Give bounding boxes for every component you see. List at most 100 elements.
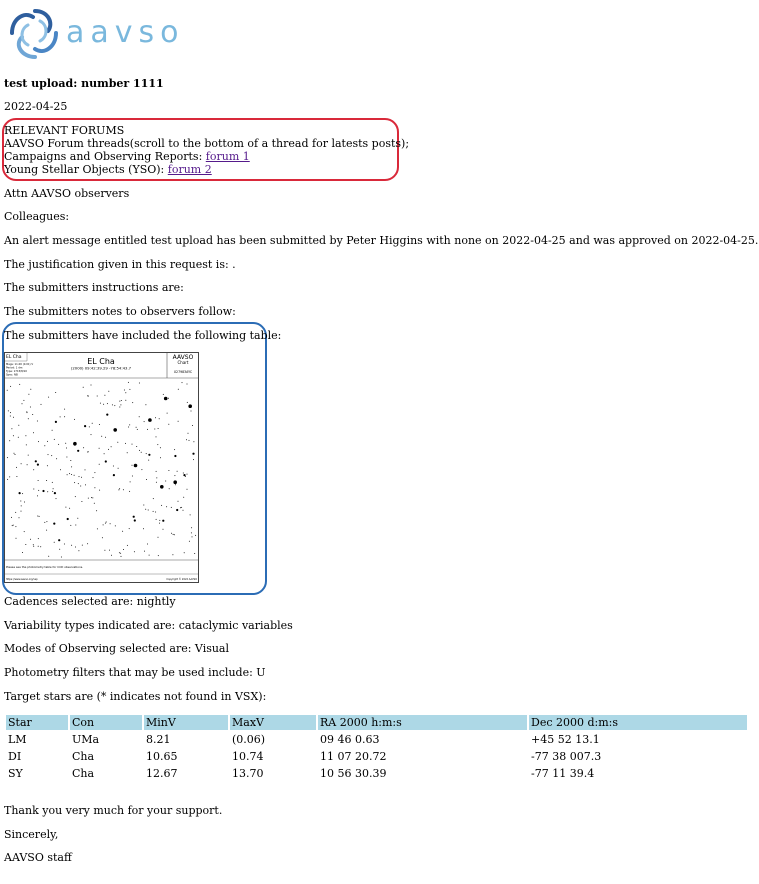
chart-star — [30, 539, 31, 540]
chart-star — [81, 501, 82, 502]
chart-star — [38, 546, 39, 547]
chart-star — [123, 549, 124, 550]
chart-star — [44, 522, 45, 523]
chart-star — [111, 555, 112, 556]
chart-star — [75, 525, 76, 526]
chart-star — [22, 493, 23, 494]
chart-star — [168, 424, 169, 425]
cell-maxv: 10.74 — [230, 749, 316, 764]
chart-star — [107, 403, 108, 404]
chart-star — [129, 491, 130, 492]
chart-star — [156, 436, 157, 437]
chart-star — [144, 421, 145, 422]
chart-star — [33, 432, 34, 433]
chart-star — [100, 403, 101, 404]
chart-star — [91, 497, 92, 498]
chart-star — [167, 413, 168, 414]
chart-star — [21, 511, 22, 512]
chart-star — [191, 527, 192, 528]
chart-coords: (2000) 09:42:39.29 -78:54:43.7 — [71, 366, 132, 371]
chart-star — [41, 404, 42, 405]
chart-star — [184, 552, 185, 553]
chart-star — [15, 526, 16, 527]
chart-star — [47, 491, 48, 492]
variability-types: Variability types indicated are: catacly… — [4, 619, 293, 632]
chart-star — [145, 509, 146, 510]
chart-star — [105, 460, 107, 462]
chart-star — [67, 474, 68, 475]
chart-star — [168, 470, 169, 471]
chart-star — [65, 443, 66, 444]
chart-star — [64, 544, 65, 545]
chart-star — [132, 444, 133, 445]
cell-ra: 11 07 20.72 — [318, 749, 527, 764]
chart-star — [127, 452, 128, 453]
chart-star — [19, 492, 21, 494]
chart-star — [125, 443, 126, 444]
chart-star — [172, 554, 173, 555]
chart-star — [121, 400, 122, 401]
chart-star — [10, 386, 11, 387]
chart-star — [61, 557, 62, 558]
chart-info-1: Mags: 11.00 (0.01) V — [6, 362, 33, 366]
chart-star — [53, 488, 54, 489]
chart-id: X27983AYC — [174, 370, 193, 374]
chart-star — [192, 453, 194, 455]
forum-campaigns-label: Campaigns and Observing Reports: — [4, 150, 206, 163]
chart-star — [153, 511, 154, 512]
chart-star — [178, 389, 179, 390]
header-ra: RA 2000 h:m:s — [318, 715, 527, 730]
chart-star — [137, 429, 138, 430]
chart-star — [148, 454, 150, 456]
chart-star — [27, 464, 28, 465]
cell-dec: -77 38 007.3 — [529, 749, 747, 764]
chart-star — [185, 476, 186, 477]
chart-star — [54, 542, 55, 543]
chart-star — [193, 441, 194, 442]
chart-star — [160, 447, 161, 448]
cell-ra: 10 56 30.39 — [318, 766, 527, 781]
chart-star — [144, 551, 145, 552]
chart-star — [134, 519, 136, 521]
chart-star — [79, 476, 80, 477]
chart-star — [89, 426, 90, 427]
chart-star — [119, 407, 120, 408]
chart-star — [183, 510, 184, 511]
chart-star — [106, 414, 108, 416]
chart-star — [123, 489, 124, 490]
forum-1-link[interactable]: forum 1 — [206, 150, 250, 163]
forum-campaigns-line: Campaigns and Observing Reports: forum 1 — [4, 150, 250, 163]
finder-chart: EL Cha EL Cha (2000) 09:42:39.29 -78:54:… — [5, 353, 198, 582]
chart-star — [155, 417, 156, 418]
chart-star — [121, 556, 122, 557]
chart-star — [171, 533, 172, 534]
chart-star — [7, 457, 8, 458]
chart-star — [28, 394, 29, 395]
chart-star — [16, 476, 17, 477]
chart-star — [160, 457, 161, 458]
chart-star — [117, 442, 118, 443]
chart-star — [21, 463, 22, 464]
chart-star — [92, 423, 93, 424]
chart-star — [7, 479, 8, 480]
chart-star — [37, 421, 38, 422]
chart-star — [128, 427, 129, 428]
chart-star — [30, 389, 31, 390]
forums-description: AAVSO Forum threads(scroll to the bottom… — [4, 137, 409, 150]
chart-star — [109, 550, 110, 551]
chart-star — [159, 523, 160, 524]
chart-star — [177, 471, 178, 472]
chart-star — [156, 477, 157, 478]
aavso-logo[interactable]: aavso — [4, 3, 194, 65]
chart-star — [75, 547, 76, 548]
chart-star — [166, 506, 167, 507]
chart-star — [37, 464, 39, 466]
chart-star — [26, 411, 27, 412]
forum-2-link[interactable]: forum 2 — [168, 163, 212, 176]
chart-star — [66, 457, 67, 458]
finder-chart-image[interactable]: EL Cha EL Cha (2000) 09:42:39.29 -78:54:… — [4, 352, 199, 583]
chart-star — [71, 474, 72, 475]
chart-star — [91, 385, 92, 386]
chart-star — [44, 445, 45, 446]
chart-star — [19, 517, 20, 518]
